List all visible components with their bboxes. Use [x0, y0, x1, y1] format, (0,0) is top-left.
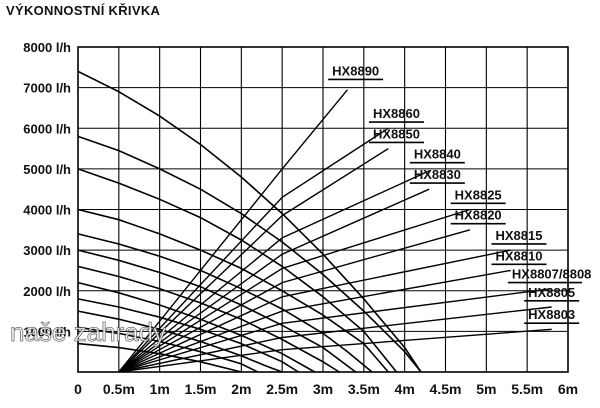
series-label: HX8840	[414, 147, 461, 162]
x-tick-label: 0	[74, 381, 82, 397]
series-label: HX8830	[414, 167, 461, 182]
pump-curve-hx8815	[77, 281, 316, 373]
pump-curve-hx8860	[77, 135, 422, 373]
y-tick-label: 5000 l/h	[23, 162, 71, 177]
model-leader-line	[118, 306, 552, 373]
pump-curve-hx8803	[77, 342, 242, 373]
x-tick-label: 1.5m	[185, 381, 217, 397]
x-tick-label: 4m	[395, 381, 415, 397]
pump-curve-hx8805	[77, 326, 259, 373]
pump-curve-hx8810	[77, 298, 299, 373]
model-leader-line	[118, 249, 511, 373]
pump-curve-hx8825	[77, 249, 357, 373]
x-tick-label: 2.5m	[266, 381, 298, 397]
pump-curve-hx8840	[77, 208, 389, 373]
y-tick-label: 4000 l/h	[23, 203, 71, 218]
series-label: HX8815	[496, 228, 543, 243]
y-tick-label: 3000 l/h	[23, 243, 71, 258]
grid	[78, 47, 568, 372]
series-label: HX8807/8808	[512, 267, 592, 282]
pump-curve-hx8807/8808	[77, 310, 283, 373]
x-tick-label: 4.5m	[430, 381, 462, 397]
x-tick-label: 3.5m	[348, 381, 380, 397]
chart-title: VÝKONNOSTNÍ KŘIVKA	[6, 3, 161, 18]
curves	[77, 70, 552, 373]
x-tick-label: 6m	[558, 381, 578, 397]
model-leader-line	[118, 269, 511, 373]
model-leader-line	[118, 328, 552, 373]
series-label: HX8860	[373, 106, 420, 121]
plot-frame	[77, 46, 569, 373]
pump-curve-hx8850	[77, 168, 398, 373]
series-label: HX8825	[455, 187, 502, 202]
y-tick-label: 8000 l/h	[23, 40, 71, 55]
series-label: HX8820	[455, 208, 502, 223]
series-label: HX8890	[332, 63, 379, 78]
model-leader-line	[118, 127, 389, 373]
x-tick-label: 5m	[476, 381, 496, 397]
model-leader-line	[118, 170, 430, 373]
x-tick-label: 5.5m	[511, 381, 543, 397]
series-label: HX8810	[496, 248, 543, 263]
series-label: HX8805	[528, 285, 575, 300]
model-leader-line	[118, 229, 471, 373]
x-tick-label: 3m	[313, 381, 333, 397]
x-tick-label: 2m	[231, 381, 251, 397]
x-tick-label: 0.5m	[103, 381, 135, 397]
pump-curve-hx8820	[77, 265, 340, 373]
model-leader-line	[118, 208, 471, 373]
series-label: HX8803	[528, 307, 575, 322]
model-leader-line	[118, 89, 349, 373]
model-leader-line	[118, 148, 389, 373]
y-tick-label: 2000 l/h	[23, 284, 71, 299]
watermark: naše zahrady	[10, 317, 166, 347]
y-tick-label: 7000 l/h	[23, 81, 71, 96]
series-label: HX8850	[373, 126, 420, 141]
x-tick-label: 1m	[150, 381, 170, 397]
y-tick-label: 6000 l/h	[23, 121, 71, 136]
y-tick-label: 1000 l/h	[23, 324, 71, 339]
axis-ticks: 0 0.5m 1m 1.5m 2m 2.5m 3m 3.5m 4m 4.5m 5m 5.5m 6m 100…	[23, 40, 578, 397]
series-labels: HX8890 HX8860 HX8850 HX8840 HX8830 HX8825 HX88…	[328, 63, 592, 324]
